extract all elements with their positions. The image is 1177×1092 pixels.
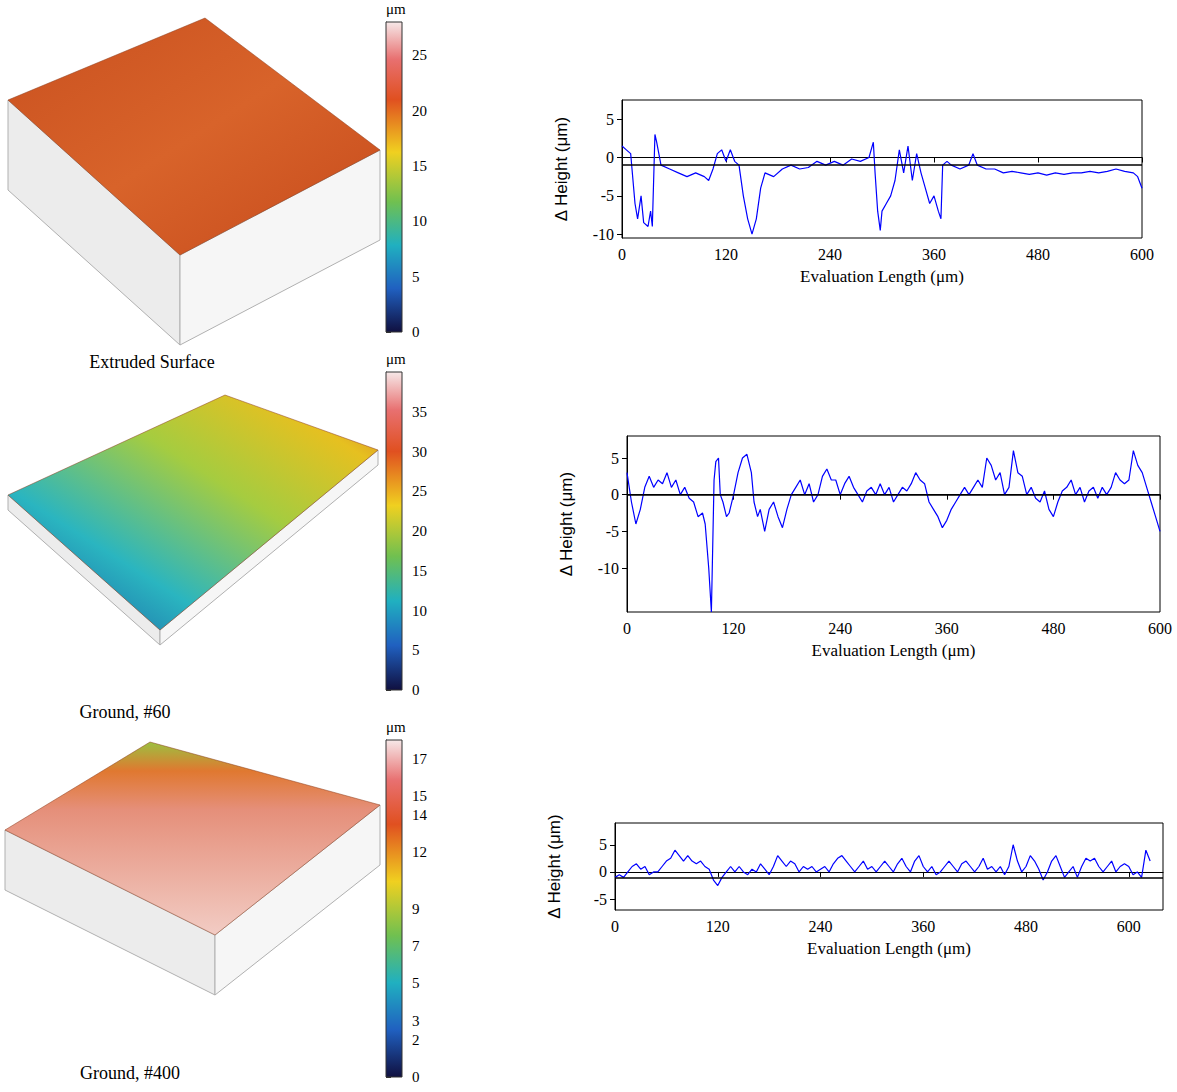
svg-text:0: 0	[611, 486, 619, 503]
svg-text:Evaluation Length (μm): Evaluation Length (μm)	[800, 267, 964, 286]
svg-text:Extruded Surface: Extruded Surface	[89, 352, 214, 372]
svg-text:600: 600	[1117, 918, 1141, 935]
svg-text:Δ Height (μm): Δ Height (μm)	[545, 814, 564, 918]
svg-text:μm: μm	[386, 1, 406, 17]
svg-text:Evaluation Length (μm): Evaluation Length (μm)	[807, 939, 971, 958]
svg-text:3: 3	[412, 1013, 420, 1029]
svg-text:5: 5	[412, 269, 420, 285]
svg-text:μm: μm	[386, 351, 406, 367]
svg-text:480: 480	[1041, 620, 1065, 637]
svg-text:5: 5	[611, 450, 619, 467]
svg-text:15: 15	[412, 788, 427, 804]
svg-text:35: 35	[412, 404, 427, 420]
svg-text:120: 120	[714, 246, 738, 263]
svg-text:5: 5	[412, 642, 420, 658]
svg-text:360: 360	[922, 246, 946, 263]
svg-text:25: 25	[412, 483, 427, 499]
svg-text:-10: -10	[593, 226, 614, 243]
svg-text:480: 480	[1014, 918, 1038, 935]
svg-text:10: 10	[412, 603, 427, 619]
svg-text:360: 360	[911, 918, 935, 935]
svg-text:-5: -5	[601, 187, 614, 204]
svg-text:Δ Height (μm): Δ Height (μm)	[557, 472, 576, 576]
svg-text:Ground, #60: Ground, #60	[80, 702, 171, 722]
svg-text:30: 30	[412, 444, 427, 460]
svg-text:0: 0	[606, 149, 614, 166]
svg-text:15: 15	[412, 563, 427, 579]
svg-text:-5: -5	[606, 523, 619, 540]
svg-text:5: 5	[599, 836, 607, 853]
svg-text:600: 600	[1130, 246, 1154, 263]
svg-text:120: 120	[706, 918, 730, 935]
svg-text:-5: -5	[594, 891, 607, 908]
svg-text:600: 600	[1148, 620, 1172, 637]
svg-text:240: 240	[828, 620, 852, 637]
svg-text:15: 15	[412, 158, 427, 174]
svg-text:240: 240	[818, 246, 842, 263]
svg-text:360: 360	[935, 620, 959, 637]
svg-text:0: 0	[599, 863, 607, 880]
svg-text:0: 0	[412, 324, 420, 340]
svg-text:7: 7	[412, 938, 420, 954]
svg-text:0: 0	[611, 918, 619, 935]
svg-text:10: 10	[412, 213, 427, 229]
svg-text:5: 5	[606, 111, 614, 128]
svg-text:0: 0	[618, 246, 626, 263]
svg-text:14: 14	[412, 807, 428, 823]
svg-text:Evaluation Length (μm): Evaluation Length (μm)	[812, 641, 976, 660]
svg-text:μm: μm	[386, 719, 406, 735]
svg-text:5: 5	[412, 975, 420, 991]
svg-text:-10: -10	[598, 560, 619, 577]
svg-text:Ground, #400: Ground, #400	[80, 1063, 180, 1083]
svg-text:0: 0	[412, 1069, 420, 1085]
svg-text:480: 480	[1026, 246, 1050, 263]
svg-text:17: 17	[412, 751, 428, 767]
svg-text:Δ Height (μm): Δ Height (μm)	[552, 117, 571, 221]
svg-text:25: 25	[412, 47, 427, 63]
svg-text:240: 240	[809, 918, 833, 935]
svg-text:0: 0	[623, 620, 631, 637]
svg-text:2: 2	[412, 1032, 420, 1048]
svg-text:9: 9	[412, 901, 420, 917]
svg-text:20: 20	[412, 103, 427, 119]
svg-text:12: 12	[412, 844, 427, 860]
svg-text:120: 120	[722, 620, 746, 637]
svg-text:0: 0	[412, 682, 420, 698]
svg-text:20: 20	[412, 523, 427, 539]
